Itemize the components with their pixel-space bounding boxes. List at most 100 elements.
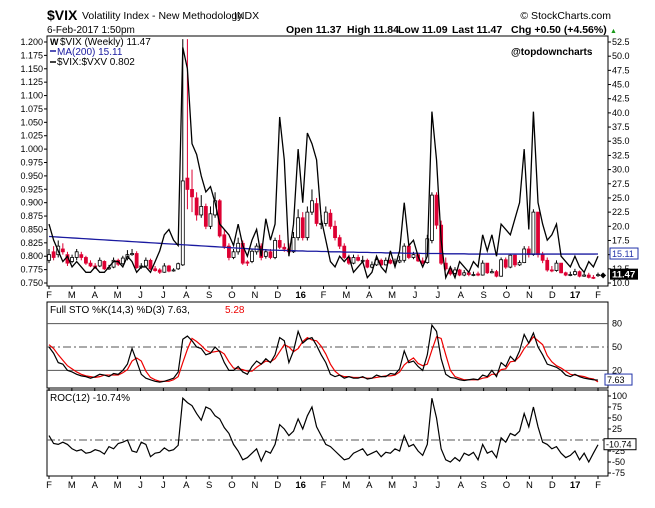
candle-body — [397, 259, 402, 263]
x-tick-label-roc: A — [366, 480, 373, 491]
candle-body — [420, 260, 425, 264]
left-axis-tick-label: 0.775 — [20, 265, 43, 275]
candle-body — [328, 212, 333, 227]
candle-body — [462, 272, 467, 276]
candle-body — [176, 263, 181, 270]
candle-body — [167, 265, 171, 272]
candle-body — [84, 257, 88, 264]
candle-body — [222, 234, 227, 247]
stoch-value-label: 7.63 — [607, 375, 625, 385]
ohlc-stats: Open 11.37 High 11.84 Low 11.09 Last 11.47 C… — [286, 24, 617, 36]
candle-body — [406, 245, 411, 258]
stoch-axis-tick-label: 20 — [612, 365, 622, 375]
watermark: @topdowncharts — [511, 47, 593, 58]
right-axis-tick-label: 10.0 — [612, 278, 630, 288]
legend-ratio: $VIX:$VXV 0.802 — [57, 57, 135, 68]
x-tick-label-roc: J — [436, 480, 441, 491]
candle-body — [540, 254, 545, 261]
legend-ma: MA(200) 15.11 — [57, 47, 123, 58]
right-axis-tick-label: 20.0 — [612, 221, 630, 231]
candle-body — [568, 274, 573, 276]
price-value-label: 11.47 — [612, 270, 635, 281]
roc-legend: ROC(12) -10.74% — [50, 393, 130, 404]
right-axis-tick-label: 32.5 — [612, 150, 630, 160]
roc-axis-tick-label: 100 — [612, 391, 627, 401]
right-axis-tick-label: 42.5 — [612, 94, 630, 104]
left-axis-tick-label: 0.800 — [20, 251, 43, 261]
x-tick-label-roc: O — [503, 480, 510, 491]
candle-body — [549, 269, 554, 272]
candle-body — [194, 197, 199, 216]
right-axis-tick-label: 35.0 — [612, 136, 630, 146]
candle-body — [545, 259, 550, 271]
candle-body — [485, 262, 490, 274]
left-axis-tick-label: 0.850 — [20, 224, 43, 234]
candle-body — [513, 254, 517, 266]
candle-body — [185, 177, 190, 190]
candle-body — [162, 265, 167, 273]
left-axis-tick-label: 1.175 — [20, 50, 43, 60]
right-axis-tick-label: 37.5 — [612, 122, 630, 132]
candle-body — [434, 194, 439, 226]
x-tick-label-roc: J — [413, 480, 418, 491]
candle-body — [411, 254, 416, 258]
x-tick-label-price: D — [274, 290, 281, 301]
candle-body — [314, 203, 319, 224]
candle-body — [582, 274, 587, 277]
x-tick-label-price: N — [251, 290, 258, 301]
x-tick-label-roc: 16 — [295, 480, 306, 491]
x-tick-label-price: F — [321, 290, 327, 301]
stoch-legend-main: Full STO %K(14,3) %D(3) 7.63, — [50, 305, 190, 316]
roc-value-tag — [603, 438, 637, 451]
ma-value-label: 15.11 — [612, 249, 634, 259]
chart-exchange: INDX — [234, 10, 259, 22]
left-axis-tick-label: 1.125 — [20, 77, 43, 87]
right-axis-tick-label: 30.0 — [612, 165, 630, 175]
candle-body — [88, 262, 93, 267]
stoch-axis-tick-label: 80 — [612, 319, 622, 329]
candle-body — [130, 253, 134, 256]
left-axis-tick-label: 0.950 — [20, 171, 43, 181]
candle-body — [508, 254, 513, 268]
roc-value-label: -10.74 — [606, 440, 632, 450]
x-tick-label-price: J — [436, 290, 441, 301]
stoch-legend-d: 5.28 — [225, 305, 245, 316]
candle-body — [268, 251, 273, 258]
candle-body — [97, 259, 102, 267]
candle-body — [383, 259, 388, 266]
candle-body — [291, 237, 296, 253]
candle-body — [499, 259, 504, 277]
x-tick-label-price: A — [458, 290, 465, 301]
candle-body — [596, 274, 600, 277]
candle-body — [143, 259, 148, 267]
candle-body — [563, 272, 568, 276]
right-axis-tick-label: 52.5 — [612, 37, 630, 47]
right-axis-tick-label: 17.5 — [612, 235, 630, 245]
candle-body — [120, 257, 125, 265]
right-axis-tick-label: 27.5 — [612, 179, 630, 189]
right-axis-tick-label: 50.0 — [612, 51, 630, 61]
left-axis-tick-label: 0.925 — [20, 184, 43, 194]
stat-open: Open 11.37 — [286, 24, 342, 36]
price-legend: W $VIX (Weekly) 11.47 MA(200) 15.11 $VIX… — [50, 37, 151, 68]
x-tick-label-price: 16 — [295, 290, 306, 301]
left-axis-tick-label: 0.875 — [20, 211, 43, 221]
x-tick-label-roc: A — [92, 480, 99, 491]
candle-body — [51, 251, 56, 258]
price-panel — [46, 35, 609, 287]
right-axis-tick-label: 22.5 — [612, 207, 630, 217]
candle-body — [199, 206, 204, 216]
candle-body — [208, 213, 213, 227]
left-axis-tick-label: 0.825 — [20, 238, 43, 248]
candle-body — [489, 271, 494, 274]
candle-body — [171, 269, 176, 272]
stoch-legend: Full STO %K(14,3) %D(3) 7.63, 5.28 — [50, 305, 245, 316]
x-tick-label-price: M — [68, 290, 76, 301]
candle-body — [480, 262, 485, 276]
left-axis-tick-label: 1.000 — [20, 144, 43, 154]
right-axis-tick-label: 45.0 — [612, 80, 630, 90]
candle-body — [522, 248, 527, 263]
candle-body — [310, 200, 314, 213]
right-axis-tick-label: 40.0 — [612, 108, 630, 118]
